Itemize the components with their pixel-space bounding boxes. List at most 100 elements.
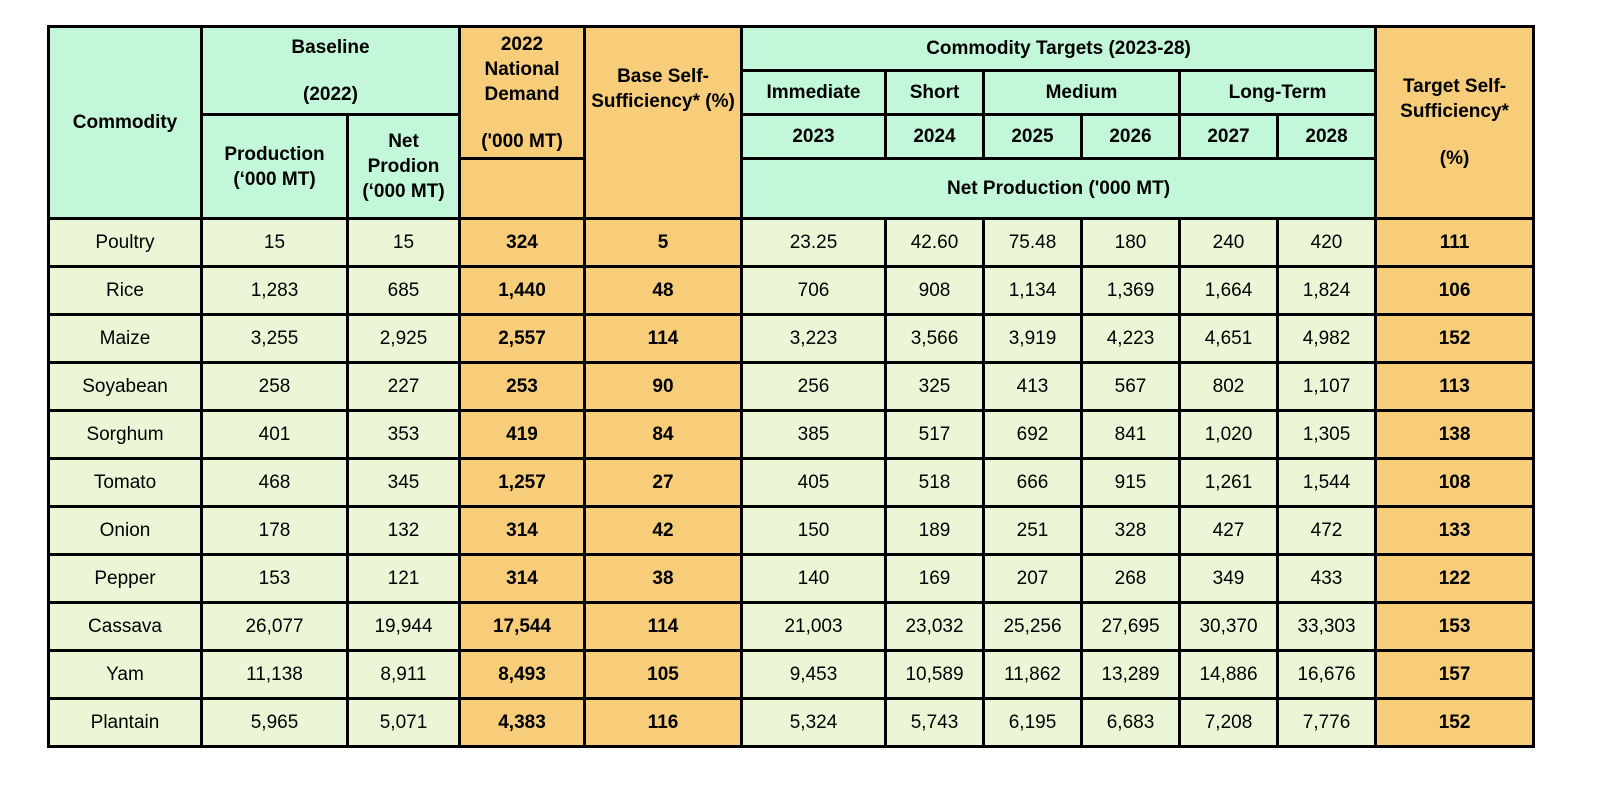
header-production: Production (‘000 MT) (200, 113, 349, 220)
cell-production: 258 (200, 361, 349, 412)
table-row: Sorghum 401 353 419 84 385 517 692 841 1,020 1,305… (47, 409, 1536, 460)
cell-target-2028: 472 (1275, 505, 1378, 556)
cell-target-self-sufficiency: 113 (1374, 361, 1536, 412)
table-row: Poultry 15 15 324 5 23.25 42.60 75.48 180 240 420 1… (47, 217, 1536, 268)
header-target-self-sufficiency: Target Self-Sufficiency* (%) (1374, 25, 1536, 220)
cell-production: 5,965 (200, 697, 349, 748)
cell-target-2024: 23,032 (884, 601, 985, 652)
cell-target-2023: 405 (740, 457, 887, 508)
table-row: Cassava 26,077 19,944 17,544 114 21,003 23,032… (47, 601, 1536, 652)
cell-target-2023: 3,223 (740, 313, 887, 364)
cell-target-2028: 7,776 (1275, 697, 1378, 748)
header-long-term: Long-Term (1177, 69, 1378, 116)
cell-base-self-sufficiency: 42 (583, 505, 743, 556)
header-national-demand-title: 2022 National Demand (484, 33, 560, 105)
cell-target-2024: 42.60 (884, 217, 985, 268)
cell-target-2024: 908 (884, 265, 985, 316)
cell-net-production: 345 (346, 457, 461, 508)
cell-production: 401 (200, 409, 349, 460)
header-year-2028: 2028 (1275, 113, 1378, 160)
cell-base-self-sufficiency: 84 (583, 409, 743, 460)
cell-target-self-sufficiency: 138 (1374, 409, 1536, 460)
cell-target-2025: 666 (982, 457, 1083, 508)
cell-target-2027: 427 (1178, 505, 1279, 556)
header-national-demand: 2022 National Demand ('000 MT) (458, 25, 586, 160)
cell-base-self-sufficiency: 27 (583, 457, 743, 508)
cell-target-2026: 13,289 (1080, 649, 1181, 700)
cell-net-production: 132 (346, 505, 461, 556)
table-row: Yam 11,138 8,911 8,493 105 9,453 10,589 11,862 1… (47, 649, 1536, 700)
header-net-prodion: Net Prodion (‘000 MT) (346, 113, 461, 220)
cell-target-2023: 256 (740, 361, 887, 412)
cell-target-2028: 433 (1275, 553, 1378, 604)
header-year-2026: 2026 (1080, 113, 1181, 160)
cell-target-2026: 6,683 (1080, 697, 1181, 748)
cell-target-2025: 207 (982, 553, 1083, 604)
table-row: Soyabean 258 227 253 90 256 325 413 567 802 1,107 1… (47, 361, 1536, 412)
cell-target-self-sufficiency: 152 (1374, 313, 1536, 364)
cell-target-2028: 1,107 (1275, 361, 1378, 412)
cell-commodity: Poultry (47, 217, 203, 268)
cell-target-2024: 517 (884, 409, 985, 460)
header-commodity-targets: Commodity Targets (2023-28) (739, 25, 1378, 72)
cell-commodity: Sorghum (47, 409, 203, 460)
cell-commodity: Pepper (47, 553, 203, 604)
cell-commodity: Rice (47, 265, 203, 316)
cell-target-2024: 3,566 (884, 313, 985, 364)
cell-target-2027: 802 (1178, 361, 1279, 412)
table-row: Onion 178 132 314 42 150 189 251 328 427 472 133 (47, 505, 1536, 556)
cell-national-demand: 253 (458, 361, 586, 412)
cell-production: 153 (200, 553, 349, 604)
cell-national-demand: 4,383 (458, 697, 586, 748)
table-row: Maize 3,255 2,925 2,557 114 3,223 3,566 3,919 4,… (47, 313, 1536, 364)
header-year-2023: 2023 (740, 113, 887, 160)
cell-target-2025: 6,195 (982, 697, 1083, 748)
cell-base-self-sufficiency: 38 (583, 553, 743, 604)
cell-target-2026: 27,695 (1080, 601, 1181, 652)
header-year-2024: 2024 (884, 113, 985, 160)
header-baseline-year: (2022) (303, 83, 358, 105)
cell-target-2024: 5,743 (884, 697, 985, 748)
cell-net-production: 15 (346, 217, 461, 268)
cell-national-demand: 1,257 (458, 457, 586, 508)
cell-target-2026: 1,369 (1080, 265, 1181, 316)
cell-net-production: 121 (346, 553, 461, 604)
cell-target-2027: 240 (1178, 217, 1279, 268)
cell-target-2024: 189 (884, 505, 985, 556)
cell-target-2027: 7,208 (1178, 697, 1279, 748)
cell-target-2026: 268 (1080, 553, 1181, 604)
cell-target-2026: 328 (1080, 505, 1181, 556)
cell-target-2028: 4,982 (1275, 313, 1378, 364)
cell-commodity: Soyabean (47, 361, 203, 412)
cell-target-2023: 21,003 (740, 601, 887, 652)
cell-national-demand: 8,493 (458, 649, 586, 700)
cell-net-production: 8,911 (346, 649, 461, 700)
cell-target-2025: 413 (982, 361, 1083, 412)
cell-target-2025: 75.48 (982, 217, 1083, 268)
cell-target-2023: 23.25 (740, 217, 887, 268)
cell-base-self-sufficiency: 116 (583, 697, 743, 748)
table-row: Rice 1,283 685 1,440 48 706 908 1,134 1,369 1,664… (47, 265, 1536, 316)
header-target-self-sufficiency-unit: (%) (1439, 148, 1470, 169)
cell-production: 468 (200, 457, 349, 508)
cell-target-2026: 841 (1080, 409, 1181, 460)
cell-target-2025: 692 (982, 409, 1083, 460)
cell-target-2023: 9,453 (740, 649, 887, 700)
cell-target-2027: 4,651 (1178, 313, 1279, 364)
cell-commodity: Maize (47, 313, 203, 364)
cell-base-self-sufficiency: 5 (583, 217, 743, 268)
cell-target-self-sufficiency: 133 (1374, 505, 1536, 556)
cell-target-2028: 1,544 (1275, 457, 1378, 508)
cell-target-2027: 349 (1178, 553, 1279, 604)
cell-target-2023: 5,324 (740, 697, 887, 748)
cell-commodity: Onion (47, 505, 203, 556)
cell-target-self-sufficiency: 106 (1374, 265, 1536, 316)
cell-net-production: 685 (346, 265, 461, 316)
cell-target-2028: 420 (1275, 217, 1378, 268)
header-baseline-title: Baseline (291, 36, 370, 58)
cell-net-production: 5,071 (346, 697, 461, 748)
cell-net-production: 353 (346, 409, 461, 460)
cell-target-2025: 1,134 (982, 265, 1083, 316)
cell-target-2027: 1,020 (1178, 409, 1279, 460)
cell-target-2025: 3,919 (982, 313, 1083, 364)
